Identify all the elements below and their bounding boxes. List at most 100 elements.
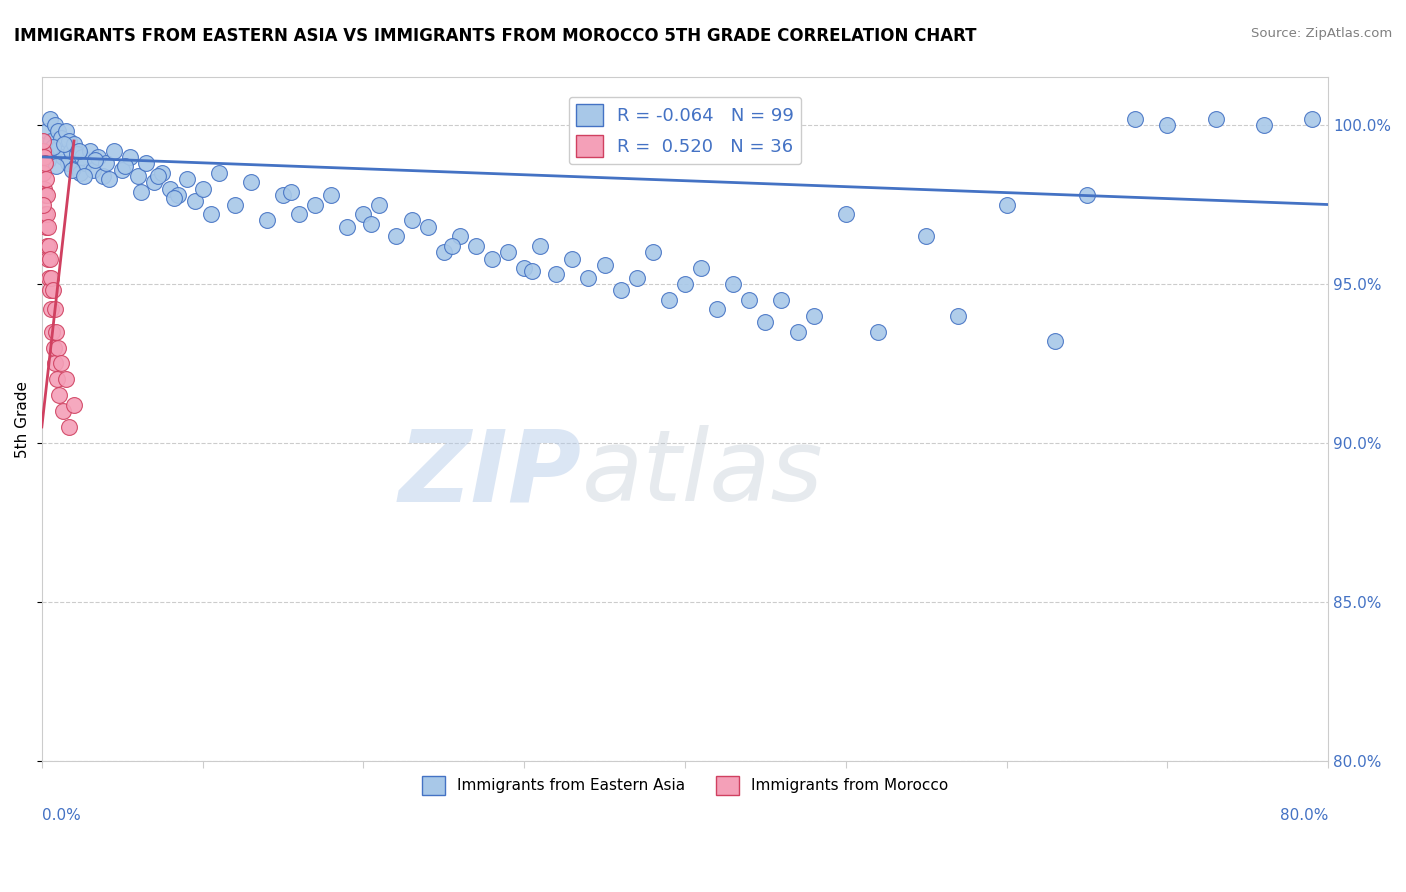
Point (143, 175, 166, 189)
Point (38, 239, 60, 253)
Point (63, 137, 86, 152)
Point (481, 252, 503, 266)
Point (496, 245, 519, 260)
Point (34, 188, 56, 202)
Point (449, 229, 471, 244)
Point (58, 420, 80, 434)
Point (948, 309, 970, 323)
Point (224, 197, 246, 211)
Point (67, 144, 90, 158)
Point (995, 197, 1018, 211)
Point (63, 398, 86, 412)
Text: atlas: atlas (582, 425, 824, 522)
Point (721, 277, 744, 291)
Point (48, 140, 70, 154)
Point (280, 185, 302, 199)
Point (1301, 112, 1323, 126)
Point (401, 213, 423, 227)
Point (31, 144, 53, 158)
Point (49, 356, 72, 370)
Point (45, 325, 67, 339)
Point (55, 124, 77, 138)
Point (176, 172, 198, 186)
Y-axis label: 5th Grade: 5th Grade (15, 381, 30, 458)
Point (60, 162, 83, 177)
Point (433, 245, 456, 260)
Point (46, 341, 69, 355)
Point (1156, 118, 1178, 132)
Point (38, 283, 60, 297)
Point (98, 172, 121, 186)
Point (1205, 112, 1227, 126)
Point (513, 261, 536, 276)
Point (384, 229, 406, 244)
Point (69, 166, 91, 180)
Point (32, 197, 55, 211)
Point (578, 270, 600, 285)
Point (690, 261, 713, 276)
Point (256, 213, 278, 227)
Point (35, 188, 58, 202)
Point (465, 239, 488, 253)
Point (56, 156, 79, 170)
Point (45, 160, 67, 174)
Point (72, 169, 94, 183)
Point (152, 166, 174, 180)
Point (135, 156, 157, 170)
Point (546, 268, 568, 282)
Point (658, 293, 681, 307)
Point (1123, 112, 1146, 126)
Point (336, 219, 359, 234)
Point (1043, 334, 1066, 348)
Point (42, 341, 65, 355)
Point (66, 146, 89, 161)
Point (42, 283, 65, 297)
Point (770, 293, 793, 307)
Point (915, 229, 938, 244)
Point (159, 181, 181, 195)
Point (304, 197, 326, 211)
Point (37, 207, 59, 221)
Point (46, 124, 69, 138)
Point (522, 264, 544, 278)
Point (200, 207, 222, 221)
Point (46, 372, 69, 386)
Point (37, 153, 59, 167)
Point (593, 258, 616, 272)
Point (706, 302, 728, 317)
Point (87, 150, 110, 164)
Point (59, 144, 82, 158)
Point (529, 239, 551, 253)
Point (44, 118, 66, 132)
Point (440, 239, 463, 253)
Point (38, 270, 60, 285)
Point (34, 207, 56, 221)
Point (35, 219, 58, 234)
Point (52, 404, 75, 418)
Point (39, 302, 62, 317)
Legend: Immigrants from Eastern Asia, Immigrants from Morocco: Immigrants from Eastern Asia, Immigrants… (416, 770, 955, 801)
Point (368, 197, 391, 211)
Point (127, 169, 149, 183)
Point (75, 156, 97, 170)
Point (609, 283, 631, 297)
Point (208, 166, 231, 180)
Point (32, 134, 55, 148)
Point (35, 124, 58, 138)
Point (803, 309, 825, 323)
Point (167, 188, 190, 202)
Point (131, 185, 153, 199)
Point (835, 207, 858, 221)
Point (360, 217, 382, 231)
Point (41, 270, 63, 285)
Point (34, 146, 56, 161)
Point (44, 302, 66, 317)
Point (52, 150, 75, 164)
Point (321, 188, 343, 202)
Point (416, 219, 439, 234)
Point (352, 207, 374, 221)
Point (48, 388, 70, 402)
Point (83, 153, 105, 167)
Point (866, 325, 889, 339)
Point (103, 144, 125, 158)
